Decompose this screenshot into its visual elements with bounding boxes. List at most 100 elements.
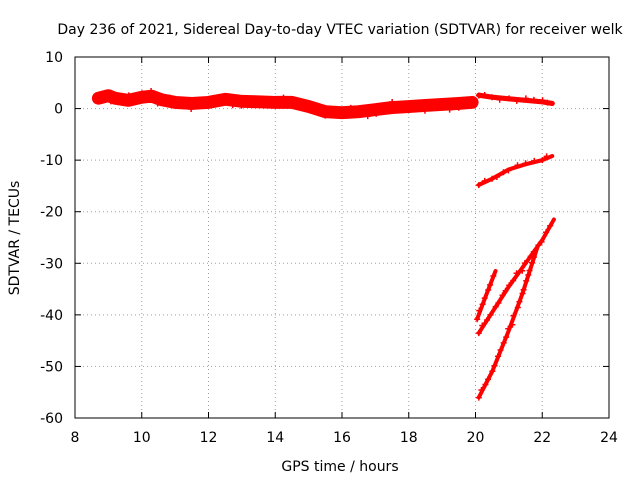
data-point — [513, 270, 520, 277]
series-band — [476, 245, 540, 400]
data-point — [543, 229, 550, 236]
data-point — [112, 94, 119, 101]
data-point — [405, 102, 412, 109]
data-point — [485, 376, 492, 383]
data-point — [154, 100, 161, 107]
data-point — [506, 95, 513, 102]
data-point — [531, 157, 538, 164]
data-point — [528, 259, 535, 266]
y-tick-label: -60 — [40, 411, 63, 427]
data-point — [490, 272, 497, 279]
data-point — [479, 301, 486, 308]
series-steep-short — [474, 269, 498, 323]
data-point — [503, 334, 510, 341]
data-point — [530, 254, 537, 261]
data-point — [288, 98, 295, 105]
data-point — [197, 96, 204, 103]
data-point — [493, 174, 500, 181]
data-point — [539, 157, 546, 164]
data-point — [381, 107, 388, 114]
data-point — [522, 95, 529, 102]
data-point — [514, 304, 521, 311]
data-point — [495, 299, 502, 306]
data-point — [105, 92, 112, 99]
plot-area — [91, 87, 556, 401]
data-point — [509, 321, 516, 328]
data-point — [347, 104, 354, 111]
data-point — [414, 105, 421, 112]
x-tick-label: 10 — [133, 430, 151, 446]
data-point — [125, 92, 132, 99]
data-point — [139, 90, 146, 97]
data-point — [446, 106, 453, 113]
data-point — [271, 96, 278, 103]
data-point — [489, 368, 496, 375]
data-point — [496, 96, 503, 103]
data-point — [455, 104, 462, 111]
x-tick-label: 24 — [600, 430, 618, 446]
data-point — [482, 381, 489, 388]
data-point — [519, 290, 526, 297]
data-point — [280, 94, 287, 101]
data-point — [520, 286, 527, 293]
data-point — [229, 102, 236, 109]
data-point — [118, 99, 125, 106]
x-tick-label: 16 — [333, 430, 351, 446]
data-point — [475, 182, 482, 189]
data-point — [499, 292, 506, 299]
x-tick-label: 22 — [533, 430, 551, 446]
data-point — [255, 97, 262, 104]
data-point — [516, 298, 523, 305]
chart-title: Day 236 of 2021, Sidereal Day-to-day VTE… — [57, 22, 623, 38]
data-point — [373, 110, 380, 117]
data-point — [481, 92, 488, 99]
data-point — [148, 87, 155, 94]
series-diag-from-minus-56 — [475, 245, 540, 401]
data-point — [481, 295, 488, 302]
data-point — [484, 317, 491, 324]
data-point — [513, 97, 520, 104]
data-point — [475, 394, 482, 401]
y-axis-label: SDTVAR / TECUs — [7, 181, 23, 296]
data-point — [485, 287, 492, 294]
data-point — [522, 160, 529, 167]
data-point — [421, 107, 428, 114]
data-point — [505, 167, 512, 174]
x-tick-label: 20 — [467, 430, 485, 446]
data-point — [547, 222, 554, 229]
data-point — [538, 238, 545, 245]
y-tick-label: -50 — [40, 359, 63, 375]
data-point — [519, 267, 526, 274]
data-point — [238, 102, 245, 109]
data-point — [180, 97, 187, 104]
data-point — [497, 347, 504, 354]
y-tick-label: -40 — [40, 308, 63, 324]
data-point — [306, 101, 313, 108]
data-point — [495, 353, 502, 360]
data-point — [364, 113, 371, 120]
data-point — [487, 311, 494, 318]
data-point — [539, 97, 546, 104]
data-point — [475, 330, 482, 337]
x-tick-label: 12 — [200, 430, 218, 446]
data-point — [439, 100, 446, 107]
data-point — [502, 287, 509, 294]
data-point — [478, 387, 485, 394]
grid-lines — [75, 57, 609, 418]
data-point — [492, 303, 499, 310]
data-point — [525, 272, 532, 279]
data-point — [526, 267, 533, 274]
series-upper-right-band — [475, 92, 555, 106]
data-point — [500, 339, 507, 346]
data-point — [505, 325, 512, 332]
series-band — [476, 92, 555, 106]
series-diag-from-minus-43 — [475, 217, 556, 337]
x-axis-label: GPS time / hours — [281, 459, 398, 475]
data-point — [530, 96, 537, 103]
y-tick-label: -10 — [40, 153, 63, 169]
data-point — [205, 97, 212, 104]
data-point — [479, 322, 486, 329]
data-point — [171, 99, 178, 106]
data-point — [523, 277, 530, 284]
